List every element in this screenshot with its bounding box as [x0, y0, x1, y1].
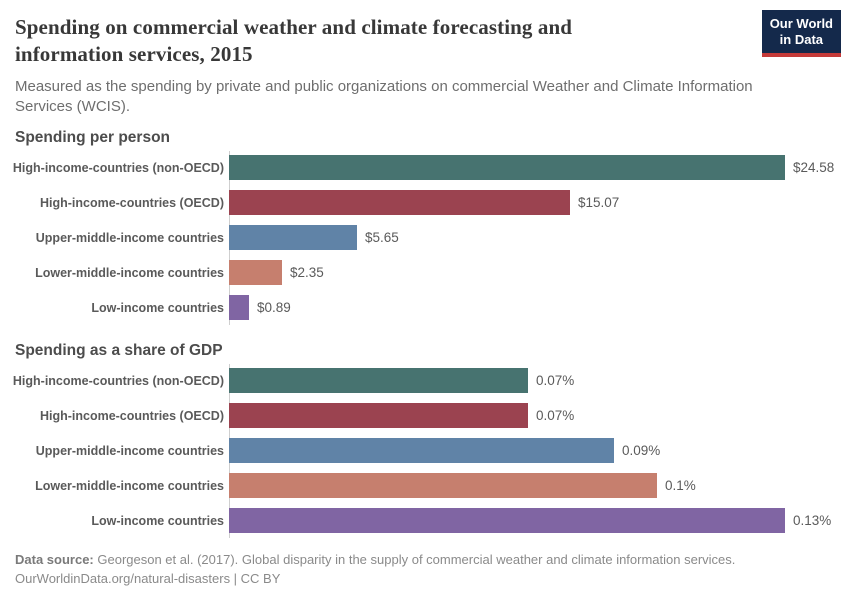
bar-row: Lower-middle-income countries $2.35 — [15, 260, 835, 286]
logo-line2: in Data — [779, 32, 824, 48]
bar-track: 0.07% — [229, 368, 835, 394]
bar-row: Low-income countries $0.89 — [15, 295, 835, 321]
bar — [229, 295, 249, 321]
bar-track: $15.07 — [229, 190, 835, 216]
bar-row: High-income-countries (OECD) $15.07 — [15, 190, 835, 216]
category-label: Upper-middle-income countries — [35, 230, 224, 245]
data-source-text: Georgeson et al. (2017). Global disparit… — [97, 552, 736, 568]
value-label: $5.65 — [365, 230, 399, 246]
chart-subtitle: Measured as the spending by private and … — [15, 77, 753, 115]
category-label: High-income-countries (non-OECD) — [12, 160, 224, 175]
logo-line1: Our World — [769, 16, 833, 31]
bar-chart-per-person: High-income-countries (non-OECD) $24.58 Hi… — [12, 151, 835, 326]
license-line: OurWorldinData.org/natural-disasters | C… — [15, 570, 835, 589]
category-label: Upper-middle-income countries — [35, 443, 224, 458]
bar-track: $2.35 — [229, 260, 835, 286]
value-label: 0.07% — [536, 408, 575, 424]
bar-track: 0.07% — [229, 403, 835, 429]
value-label: 0.09% — [622, 443, 661, 459]
bar — [229, 508, 785, 534]
bar-row: High-income-countries (non-OECD) $24.58 — [12, 155, 835, 181]
bar — [229, 438, 614, 464]
bar-chart-gdp-share: High-income-countries (non-OECD) 0.07% Hig… — [12, 364, 835, 539]
category-label: High-income-countries (non-OECD) — [12, 373, 224, 388]
category-label: Low-income countries — [91, 513, 224, 528]
chart-footer: Data source: Georgeson et al. (2017). Gl… — [15, 551, 835, 589]
bar-row: High-income-countries (OECD) 0.07% — [15, 403, 835, 429]
bar-track: 0.1% — [229, 473, 835, 499]
bar — [229, 368, 528, 394]
bar-track: 0.13% — [229, 508, 835, 534]
bar — [229, 190, 570, 216]
bar-track: 0.09% — [229, 438, 835, 464]
bar-track: $24.58 — [229, 155, 835, 181]
bar — [229, 403, 528, 429]
bar-row: Upper-middle-income countries 0.09% — [15, 438, 835, 464]
bar-row: Low-income countries 0.13% — [15, 508, 835, 534]
category-label: Low-income countries — [91, 300, 224, 315]
section-spending-per-person: Spending per person High-income-countrie… — [12, 129, 835, 326]
value-label: $15.07 — [578, 195, 620, 211]
bar-row: Lower-middle-income countries 0.1% — [15, 473, 835, 499]
value-label: 0.13% — [793, 513, 832, 529]
data-source-line: Data source: Georgeson et al. (2017). Gl… — [15, 551, 835, 570]
category-label: Lower-middle-income countries — [35, 265, 224, 280]
chart-title: Spending on commercial weather and clima… — [15, 15, 573, 67]
bar — [229, 155, 785, 181]
value-label: 0.1% — [665, 478, 696, 494]
bar-row: High-income-countries (non-OECD) 0.07% — [12, 368, 835, 394]
value-label: 0.07% — [536, 373, 575, 389]
value-label: $2.35 — [290, 265, 324, 281]
section-heading-per-person: Spending per person — [15, 129, 171, 147]
category-label: Lower-middle-income countries — [35, 478, 224, 493]
category-label: High-income-countries (OECD) — [39, 408, 224, 423]
bar — [229, 260, 282, 286]
section-heading-gdp-share: Spending as a share of GDP — [15, 342, 223, 360]
bar-track: $0.89 — [229, 295, 835, 321]
data-source-label: Data source: — [15, 552, 94, 568]
category-label: High-income-countries (OECD) — [39, 195, 224, 210]
bar-row: Upper-middle-income countries $5.65 — [15, 225, 835, 251]
bar — [229, 225, 357, 251]
value-label: $0.89 — [257, 300, 291, 316]
owid-logo: Our World in Data — [761, 10, 841, 57]
bar — [229, 473, 657, 499]
section-spending-gdp-share: Spending as a share of GDP High-income-c… — [12, 342, 835, 539]
license-text: OurWorldinData.org/natural-disasters | C… — [15, 570, 281, 586]
bar-track: $5.65 — [229, 225, 835, 251]
value-label: $24.58 — [793, 160, 835, 176]
